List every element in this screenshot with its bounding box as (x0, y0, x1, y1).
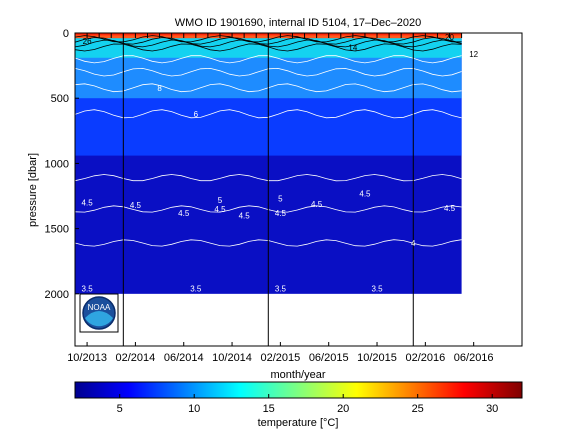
x-tick-label: 10/2014 (212, 352, 252, 364)
contour-label: 3.5 (275, 285, 287, 294)
contour-label: 5 (278, 195, 283, 204)
y-tick-label: 2000 (45, 289, 69, 301)
x-tick-label: 10/2015 (357, 352, 397, 364)
vertical-markers (122, 33, 414, 346)
x-tick-label: 06/2015 (309, 352, 349, 364)
colorbar-ticks: 5 10 15 20 25 30 (117, 394, 498, 415)
contour-label: 4 (411, 239, 416, 248)
colorbar-tick-label: 20 (337, 403, 349, 415)
contour-label: 6 (194, 110, 199, 119)
y-tick-label: 0 (63, 28, 69, 40)
profile-ticks (74, 33, 463, 38)
colorbar-tick-label: 15 (263, 403, 275, 415)
contour-label: 3.5 (190, 285, 202, 294)
x-tick-label: 10/2013 (67, 352, 107, 364)
contour-label: 26 (83, 37, 92, 46)
contour-label: 4.5 (178, 209, 190, 218)
y-tick-label: 1000 (45, 158, 69, 170)
noaa-logo: NOAA (79, 293, 119, 333)
y-tick-label: 1500 (45, 224, 69, 236)
contour-label: 3.5 (82, 285, 94, 294)
x-tick-label: 06/2014 (164, 352, 204, 364)
colorbar-label: temperature [°C] (258, 417, 339, 429)
colorbar-tick-label: 25 (412, 403, 424, 415)
x-tick-label: 02/2015 (260, 352, 300, 364)
x-tick-label: 02/2014 (116, 352, 156, 364)
contour-label: 4.5 (444, 204, 456, 213)
contour-label: 12 (469, 50, 478, 59)
chart-title: WMO ID 1901690, internal ID 5104, 17–Dec… (175, 17, 421, 29)
y-axis-label: pressure [dbar] (27, 153, 39, 227)
logo-text: NOAA (88, 303, 111, 312)
y-axis: 0 500 1000 1500 2000 (45, 28, 79, 301)
colorbar-tick-label: 30 (486, 403, 498, 415)
contour-label: 3.5 (371, 285, 383, 294)
contour-label: 4.5 (214, 205, 226, 214)
colorbar-tick-label: 5 (117, 403, 123, 415)
contour-label: 4.5 (275, 209, 287, 218)
y-tick-label: 500 (51, 93, 69, 105)
x-tick-label: 02/2016 (405, 352, 445, 364)
contour-label: 4.5 (82, 199, 94, 208)
contour-label: 4.5 (311, 200, 323, 209)
contour-label: 5 (218, 196, 223, 205)
colorbar (74, 381, 523, 399)
x-tick-label: 06/2016 (454, 352, 494, 364)
contour-label: 4.5 (130, 201, 142, 210)
x-axis-label: month/year (270, 369, 325, 381)
contour-label: 14 (348, 43, 357, 52)
contour-label: 4.5 (359, 189, 371, 198)
x-axis: 10/2013 02/2014 06/2014 10/2014 02/2015 06/20… (67, 342, 494, 364)
contour-label: 4.5 (239, 212, 251, 221)
contour-label: 8 (157, 84, 162, 93)
colorbar-tick-label: 10 (188, 403, 200, 415)
plot-frame (74, 32, 523, 347)
